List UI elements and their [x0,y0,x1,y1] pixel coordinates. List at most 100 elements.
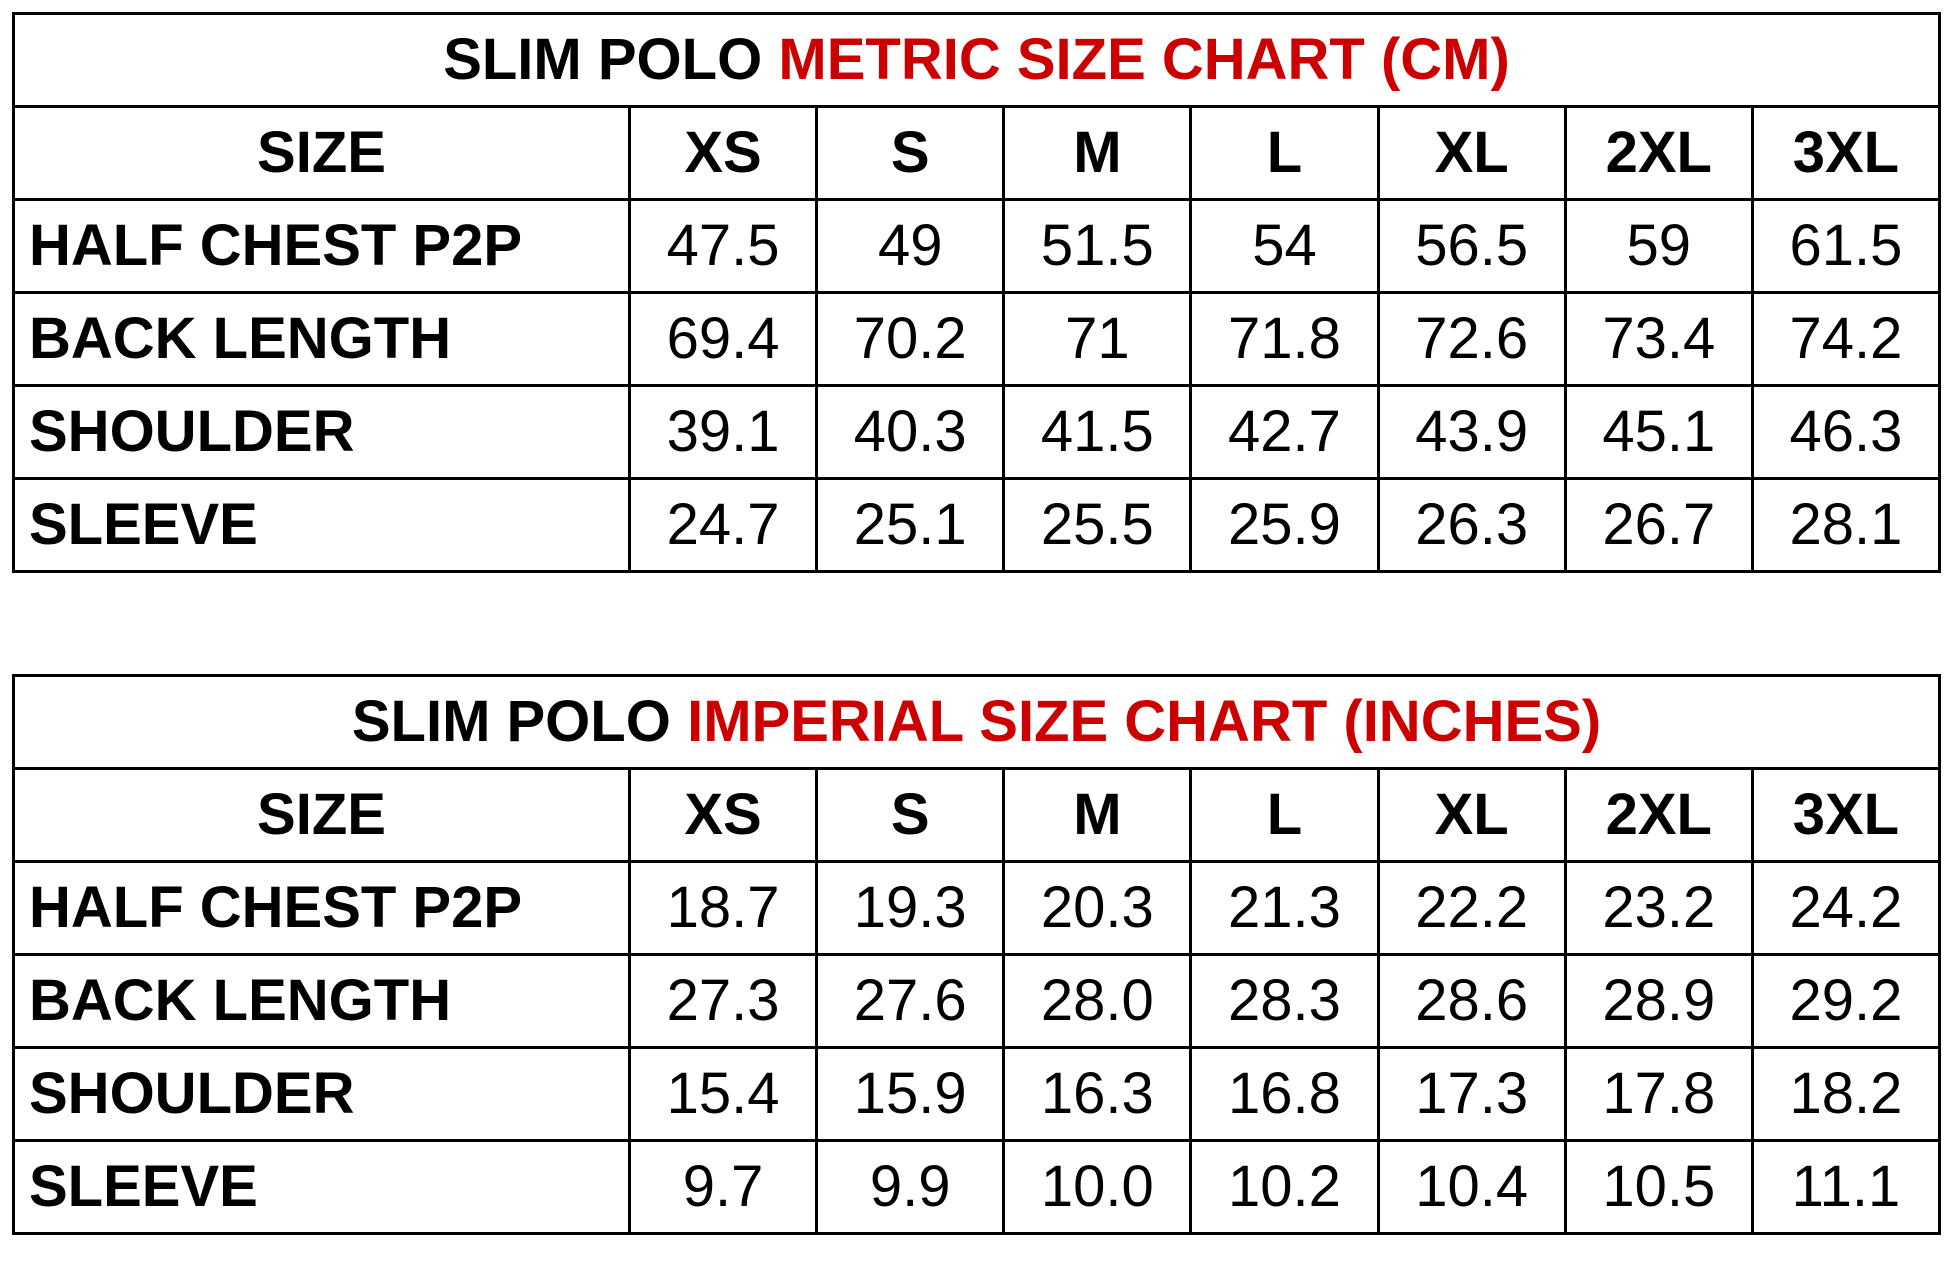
data-row: SLEEVE 9.7 9.9 10.0 10.2 10.4 10.5 11.1 [12,1139,1942,1235]
header-cell: 3XL [1750,105,1942,201]
header-row: SIZE XS S M L XL 2XL 3XL [12,767,1942,863]
cell: 26.7 [1563,477,1754,573]
cell: 21.3 [1189,860,1380,956]
cell: 9.9 [815,1139,1006,1235]
cell: 40.3 [815,384,1006,480]
data-row: BACK LENGTH 27.3 27.6 28.0 28.3 28.6 28.9 29.2 [12,953,1942,1049]
row-label: HALF CHEST P2P [12,198,631,294]
cell: 41.5 [1002,384,1193,480]
cell: 10.4 [1376,1139,1567,1235]
title-highlight: IMPERIAL SIZE CHART (INCHES) [687,689,1602,754]
row-label: SHOULDER [12,1046,631,1142]
cell: 18.7 [627,860,819,956]
header-cell: S [815,767,1006,863]
cell: 27.6 [815,953,1006,1049]
cell: 43.9 [1376,384,1567,480]
title-row: SLIM POLO IMPERIAL SIZE CHART (INCHES) [12,674,1941,770]
cell: 69.4 [627,291,819,387]
cell: 74.2 [1750,291,1942,387]
cell: 45.1 [1563,384,1754,480]
cell: 28.1 [1750,477,1942,573]
header-cell: L [1189,767,1380,863]
cell: 28.3 [1189,953,1380,1049]
cell: 25.9 [1189,477,1380,573]
cell: 18.2 [1750,1046,1942,1142]
header-cell: SIZE [12,105,631,201]
cell: 22.2 [1376,860,1567,956]
cell: 25.5 [1002,477,1193,573]
cell: 17.8 [1563,1046,1754,1142]
header-cell: XL [1376,105,1567,201]
cell: 24.2 [1750,860,1942,956]
cell: 10.0 [1002,1139,1193,1235]
title-highlight: METRIC SIZE CHART (CM) [778,27,1510,92]
row-label: BACK LENGTH [12,291,631,387]
cell: 51.5 [1002,198,1193,294]
cell: 23.2 [1563,860,1754,956]
cell: 26.3 [1376,477,1567,573]
cell: 15.4 [627,1046,819,1142]
header-cell: 3XL [1750,767,1942,863]
cell: 27.3 [627,953,819,1049]
cell: 28.9 [1563,953,1754,1049]
metric-size-table: SLIM POLO METRIC SIZE CHART (CM) SIZE XS S M L… [12,12,1942,573]
data-row: SHOULDER 39.1 40.3 41.5 42.7 43.9 45.1 46.3 [12,384,1942,480]
table-title: SLIM POLO METRIC SIZE CHART (CM) [12,12,1941,108]
cell: 56.5 [1376,198,1567,294]
cell: 47.5 [627,198,819,294]
header-cell: 2XL [1563,767,1754,863]
cell: 49 [815,198,1006,294]
cell: 71 [1002,291,1193,387]
header-cell: SIZE [12,767,631,863]
header-cell: M [1002,105,1193,201]
cell: 17.3 [1376,1046,1567,1142]
cell: 59 [1563,198,1754,294]
title-row: SLIM POLO METRIC SIZE CHART (CM) [12,12,1941,108]
cell: 15.9 [815,1046,1006,1142]
header-row: SIZE XS S M L XL 2XL 3XL [12,105,1942,201]
cell: 25.1 [815,477,1006,573]
data-row: HALF CHEST P2P 18.7 19.3 20.3 21.3 22.2 23.2 24… [12,860,1942,956]
cell: 72.6 [1376,291,1567,387]
header-cell: S [815,105,1006,201]
title-prefix: SLIM POLO [443,27,763,92]
data-row: BACK LENGTH 69.4 70.2 71 71.8 72.6 73.4 74.2 [12,291,1942,387]
title-prefix: SLIM POLO [351,689,671,754]
row-label: SLEEVE [12,1139,631,1235]
row-label: SHOULDER [12,384,631,480]
data-row: SLEEVE 24.7 25.1 25.5 25.9 26.3 26.7 28.1 [12,477,1942,573]
cell: 61.5 [1750,198,1942,294]
table-title: SLIM POLO IMPERIAL SIZE CHART (INCHES) [12,674,1941,770]
cell: 70.2 [815,291,1006,387]
data-row: SHOULDER 15.4 15.9 16.3 16.8 17.3 17.8 18.2 [12,1046,1942,1142]
cell: 29.2 [1750,953,1942,1049]
row-label: SLEEVE [12,477,631,573]
header-cell: M [1002,767,1193,863]
cell: 19.3 [815,860,1006,956]
cell: 54 [1189,198,1380,294]
cell: 42.7 [1189,384,1380,480]
row-label: HALF CHEST P2P [12,860,631,956]
cell: 28.6 [1376,953,1567,1049]
row-label: BACK LENGTH [12,953,631,1049]
cell: 46.3 [1750,384,1942,480]
header-cell: 2XL [1563,105,1754,201]
header-cell: XS [627,767,819,863]
header-cell: XL [1376,767,1567,863]
cell: 16.3 [1002,1046,1193,1142]
cell: 16.8 [1189,1046,1380,1142]
data-row: HALF CHEST P2P 47.5 49 51.5 54 56.5 59 61.5 [12,198,1942,294]
cell: 39.1 [627,384,819,480]
header-cell: L [1189,105,1380,201]
cell: 71.8 [1189,291,1380,387]
cell: 9.7 [627,1139,819,1235]
header-cell: XS [627,105,819,201]
cell: 11.1 [1750,1139,1942,1235]
cell: 10.5 [1563,1139,1754,1235]
cell: 20.3 [1002,860,1193,956]
imperial-size-table: SLIM POLO IMPERIAL SIZE CHART (INCHES) SIZ… [12,674,1942,1235]
cell: 28.0 [1002,953,1193,1049]
cell: 24.7 [627,477,819,573]
cell: 73.4 [1563,291,1754,387]
